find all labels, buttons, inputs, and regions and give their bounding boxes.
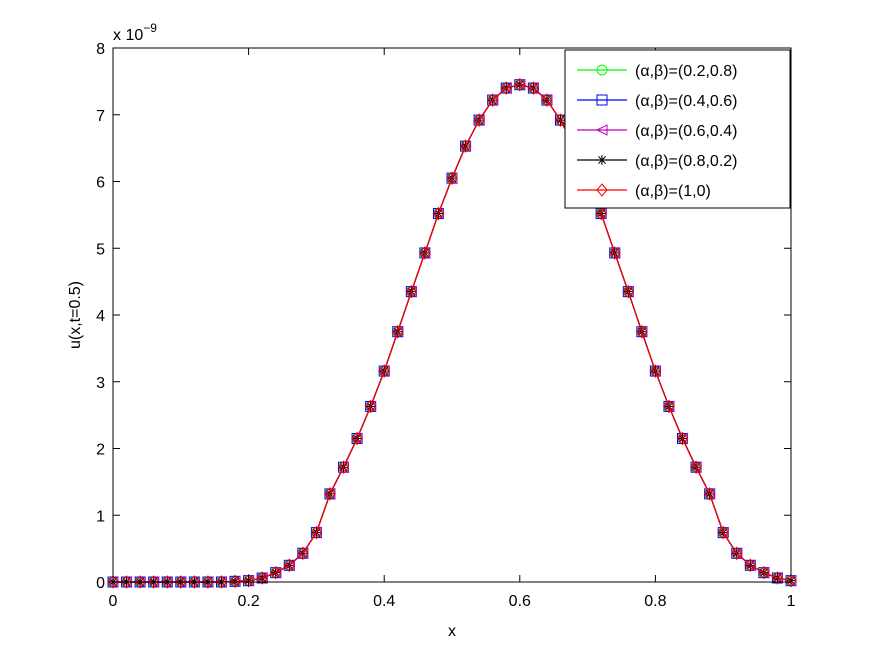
series-5-point: [690, 460, 702, 474]
y-tick-label: 7: [96, 108, 105, 125]
series-5-point: [636, 324, 648, 339]
series-5-point: [676, 431, 689, 446]
series-5-point: [351, 431, 363, 446]
series-5-point: [324, 487, 336, 501]
legend-label: (α,β)=(1,0): [635, 183, 711, 200]
series-5-point: [148, 575, 160, 589]
y-tick-label: 2: [96, 442, 105, 459]
legend: (α,β)=(0.2,0.8) (α,β)=(0.4,0.6) (α,β)=(0.6…: [564, 49, 791, 209]
series-5-point: [378, 364, 390, 378]
x-tick-label: 0.4: [373, 593, 395, 610]
y-tick-label: 1: [96, 508, 105, 525]
axis-ticks: 0 0.2 0.4 0.6 0.8 1 0 1 2 3 4 5 6 7 8: [96, 41, 795, 610]
series-5-point: [541, 93, 553, 107]
series-5-point: [554, 113, 567, 127]
legend-label: (α,β)=(0.8,0.2): [635, 153, 737, 170]
series-5-point: [419, 246, 431, 260]
series-5-point: [270, 565, 282, 580]
series-5-point: [649, 364, 662, 378]
series-5-point: [487, 93, 499, 107]
legend-item-1: (α,β)=(0.2,0.8): [577, 63, 737, 80]
series-5-point: [120, 575, 133, 589]
x-axis-label: x: [448, 623, 456, 640]
y-tick-label: 4: [96, 308, 105, 325]
y-tick-label: 3: [96, 375, 105, 392]
series-5-point: [432, 206, 445, 221]
series-5-point: [527, 81, 540, 95]
y-axis-exponent: x 10−9: [113, 21, 157, 44]
series-5-point: [473, 113, 485, 127]
y-tick-label: 5: [96, 241, 105, 258]
series-5-point: [107, 575, 119, 589]
legend-item-5: (α,β)=(1,0): [577, 183, 711, 200]
series-5-point: [785, 573, 797, 588]
legend-label: (α,β)=(0.4,0.6): [635, 93, 737, 110]
legend-marker: [596, 183, 608, 197]
series-5-point: [500, 81, 512, 95]
legend-item-3: (α,β)=(0.6,0.4): [577, 123, 737, 140]
x-tick-label: 0.8: [644, 593, 666, 610]
series-5-point: [595, 206, 607, 221]
series-5-point: [717, 525, 729, 540]
series-5-point: [161, 575, 173, 589]
series-5-point: [175, 575, 187, 589]
legend-marker: [597, 155, 607, 165]
y-axis-label: u(x,t=0.5): [67, 281, 84, 349]
y-tick-label: 0: [96, 575, 105, 592]
series-5-point: [663, 399, 675, 414]
series-5-point: [622, 284, 634, 299]
x-tick-label: 0: [109, 593, 118, 610]
y-tick-label: 6: [96, 175, 105, 192]
series-5-point: [229, 574, 241, 589]
series-5-point: [202, 575, 214, 589]
x-tick-label: 0.6: [509, 593, 531, 610]
series-5-point: [310, 525, 323, 540]
series-5-point: [758, 565, 770, 580]
series-5-point: [283, 558, 295, 573]
series-5-point: [256, 571, 268, 585]
series-5-point: [392, 324, 404, 339]
series-5-point: [242, 573, 255, 588]
series-5-point: [703, 487, 716, 501]
series-5-point: [446, 171, 458, 185]
series-5-point: [215, 575, 228, 589]
series-5-point: [609, 246, 621, 260]
series-5-point: [405, 284, 417, 299]
legend-marker: [596, 64, 608, 76]
x-tick-label: 1: [787, 593, 796, 610]
series-5-point: [771, 571, 784, 585]
legend-box: [564, 49, 791, 209]
legend-label: (α,β)=(0.2,0.8): [635, 63, 737, 80]
series-5-point: [731, 546, 743, 561]
y-tick-label: 8: [96, 41, 105, 58]
legend-marker: [596, 94, 608, 106]
series-5-point: [514, 77, 526, 92]
series-5-point: [337, 460, 350, 474]
series-5-point: [364, 399, 377, 414]
x-tick-label: 0.2: [237, 593, 259, 610]
legend-item-4: (α,β)=(0.8,0.2): [577, 153, 737, 170]
series-5-point: [134, 575, 146, 589]
legend-item-2: (α,β)=(0.4,0.6): [577, 93, 737, 110]
series-5-point: [188, 575, 201, 589]
series-5-point: [459, 139, 472, 153]
series-5-point: [297, 546, 309, 561]
legend-marker: [595, 124, 608, 136]
legend-label: (α,β)=(0.6,0.4): [635, 123, 737, 140]
series-5-point: [744, 558, 756, 573]
